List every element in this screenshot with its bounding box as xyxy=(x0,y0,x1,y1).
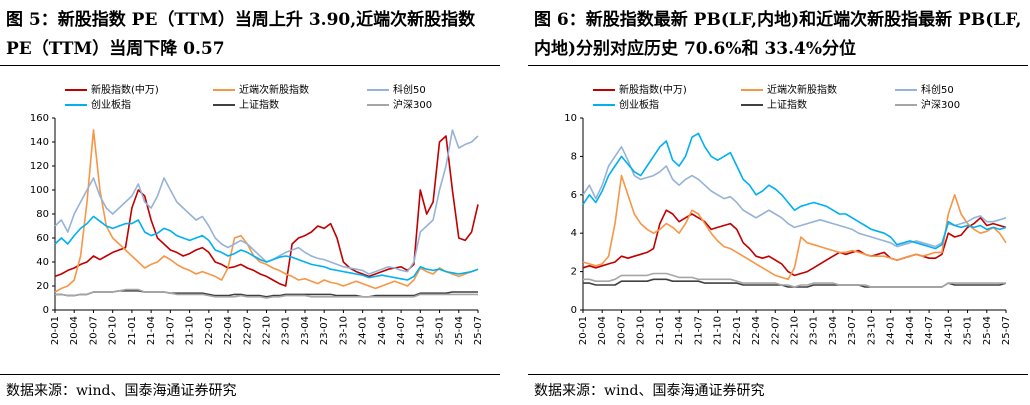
x-tick-label: 23-04 xyxy=(828,316,839,345)
series-line xyxy=(54,135,479,287)
legend-label: 创业板指 xyxy=(619,98,659,111)
series-line xyxy=(55,290,478,298)
x-tick-label: 21-01 xyxy=(655,316,666,345)
x-tick-label: 20-07 xyxy=(616,316,627,345)
x-tick-label: 23-04 xyxy=(300,316,311,345)
y-tick-label: 40 xyxy=(36,257,49,268)
y-tick-label: 6 xyxy=(571,190,577,201)
x-tick-label: 21-07 xyxy=(165,316,176,345)
x-tick-label: 23-07 xyxy=(847,316,858,345)
y-tick-label: 0 xyxy=(571,305,577,316)
panel: 图 5：新股指数 PE（TTM）当周上升 3.90,近端次新股指数 PE（TTM… xyxy=(0,0,500,405)
x-tick-label: 25-04 xyxy=(982,316,993,345)
x-tick-label: 24-04 xyxy=(377,316,388,345)
x-tick-label: 24-10 xyxy=(943,316,954,345)
y-tick-label: 100 xyxy=(30,185,49,196)
x-tick-label: 23-01 xyxy=(281,316,292,345)
x-tick-label: 25-01 xyxy=(435,316,446,345)
x-tick-label: 22-01 xyxy=(204,316,215,345)
legend-label: 近端次新股指数 xyxy=(767,83,837,96)
x-tick-label: 23-10 xyxy=(338,316,349,345)
y-tick-label: 140 xyxy=(30,137,49,148)
y-tick-label: 4 xyxy=(571,228,577,239)
x-tick-label: 24-04 xyxy=(905,316,916,345)
x-tick-label: 20-10 xyxy=(108,316,119,345)
x-tick-label: 20-04 xyxy=(597,316,608,345)
x-tick-label: 21-01 xyxy=(127,316,138,345)
chart-title: 图 5：新股指数 PE（TTM）当周上升 3.90,近端次新股指数 PE（TTM… xyxy=(6,10,476,59)
x-tick-label: 20-10 xyxy=(636,316,647,345)
y-tick-label: 80 xyxy=(36,209,49,220)
y-tick-label: 20 xyxy=(36,281,49,292)
legend-label: 近端次新股指数 xyxy=(239,83,309,96)
legend-label: 新股指数(中万) xyxy=(91,83,159,96)
legend-label: 新股指数(中万) xyxy=(619,83,687,96)
x-tick-label: 21-07 xyxy=(693,316,704,345)
chart: 新股指数(中万) 近端次新股指数 科创50 创业板指 上证指数 沪深300 0 20 40 60 8… xyxy=(30,83,484,345)
x-tick-label: 20-01 xyxy=(578,316,589,345)
rule xyxy=(0,65,500,66)
series-line xyxy=(583,272,1006,288)
x-tick-label: 25-04 xyxy=(454,316,465,345)
rule xyxy=(528,65,1028,66)
series-line xyxy=(54,215,479,281)
x-tick-label: 21-10 xyxy=(713,316,724,345)
series-line xyxy=(582,146,1007,248)
series-line xyxy=(55,288,478,299)
legend-label: 科创50 xyxy=(921,83,954,96)
x-tick-label: 20-07 xyxy=(88,316,99,345)
y-tick-label: 160 xyxy=(30,113,49,124)
series-line xyxy=(582,209,1007,277)
x-tick-label: 21-04 xyxy=(674,316,685,345)
x-tick-label: 22-10 xyxy=(262,316,273,345)
x-tick-label: 24-01 xyxy=(886,316,897,345)
legend-label: 创业板指 xyxy=(91,98,131,111)
x-tick-label: 22-04 xyxy=(223,316,234,345)
x-tick-label: 21-10 xyxy=(185,316,196,345)
y-tick-label: 10 xyxy=(564,113,577,124)
series-line xyxy=(582,132,1007,250)
y-tick-label: 60 xyxy=(36,233,49,244)
x-tick-label: 22-10 xyxy=(790,316,801,345)
legend-label: 科创50 xyxy=(393,83,426,96)
x-tick-label: 22-07 xyxy=(770,316,781,345)
y-tick-label: 120 xyxy=(30,161,49,172)
y-tick-label: 2 xyxy=(571,267,577,278)
x-tick-label: 24-10 xyxy=(415,316,426,345)
x-tick-label: 23-07 xyxy=(319,316,330,345)
rule xyxy=(528,374,1028,375)
source: 数据来源：wind、国泰海通证券研究 xyxy=(534,383,765,399)
x-tick-label: 20-01 xyxy=(50,316,61,345)
legend-label: 沪深300 xyxy=(393,98,432,111)
y-tick-label: 8 xyxy=(571,151,577,162)
x-tick-label: 24-07 xyxy=(396,316,407,345)
x-tick-label: 23-01 xyxy=(809,316,820,345)
x-tick-label: 21-04 xyxy=(146,316,157,345)
x-tick-label: 22-07 xyxy=(242,316,253,345)
x-tick-label: 20-04 xyxy=(69,316,80,345)
legend-label: 沪深300 xyxy=(921,98,960,111)
legend-label: 上证指数 xyxy=(239,98,279,111)
legend-label: 上证指数 xyxy=(767,98,807,111)
chart-title: 图 6：新股指数最新 PB(LF,内地)和近端次新股指最新 PB(LF,内地)分… xyxy=(534,10,1022,59)
x-tick-label: 22-01 xyxy=(732,316,743,345)
y-tick-label: 0 xyxy=(43,305,49,316)
x-tick-label: 22-04 xyxy=(751,316,762,345)
series-line xyxy=(54,129,479,293)
x-tick-label: 25-01 xyxy=(963,316,974,345)
x-tick-label: 24-07 xyxy=(924,316,935,345)
panel: 图 6：新股指数最新 PB(LF,内地)和近端次新股指最新 PB(LF,内地)分… xyxy=(528,0,1028,405)
x-tick-label: 23-10 xyxy=(866,316,877,345)
series-line xyxy=(582,174,1007,281)
x-tick-label: 25-07 xyxy=(473,316,484,345)
x-tick-label: 24-01 xyxy=(358,316,369,345)
rule xyxy=(0,374,500,375)
source: 数据来源：wind、国泰海通证券研究 xyxy=(6,383,237,399)
x-tick-label: 25-07 xyxy=(1001,316,1012,345)
chart: 新股指数(中万) 近端次新股指数 科创50 创业板指 上证指数 沪深300 0 2 4 6 8 10 2… xyxy=(564,83,1012,345)
